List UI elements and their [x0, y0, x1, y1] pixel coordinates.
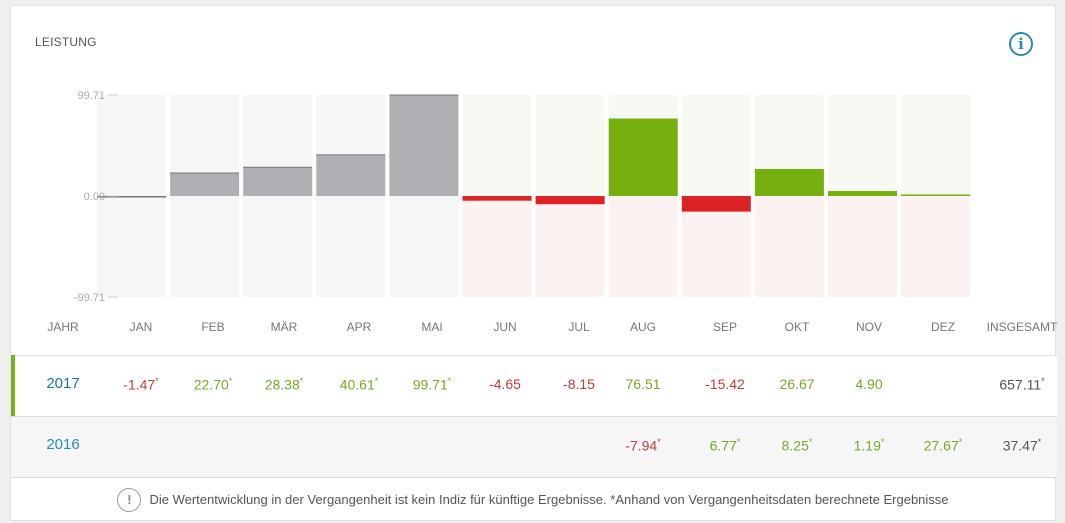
bar-JUL [535, 196, 605, 205]
column-bg-lower [316, 196, 386, 297]
column-bg-lower [901, 196, 971, 297]
month-value: 1.19* [853, 437, 885, 454]
month-value: -1.47* [123, 376, 159, 393]
bar-SEP [681, 196, 751, 212]
column-header: MÄR [270, 320, 298, 334]
column-header: OKT [784, 320, 810, 334]
bar-APR [316, 154, 386, 196]
bar-OKT [754, 168, 824, 196]
year-link[interactable]: 2017 [46, 375, 80, 392]
column-bg-upper [97, 95, 166, 196]
bar-FEB [170, 173, 240, 196]
month-value: -8.15 [563, 376, 595, 392]
column-bg-lower [462, 196, 532, 297]
column-header: MAI [421, 320, 443, 334]
column-bg-upper [462, 95, 532, 196]
month-value: 27.67* [923, 437, 963, 454]
disclaimer-text: Die Wertentwicklung in der Vergangenheit… [149, 492, 949, 507]
column-bg-upper [535, 95, 605, 196]
bar-DEZ [901, 194, 971, 196]
column-bg-upper [828, 95, 897, 196]
performance-card: 99.71 0.00 -99.71 LEISTUNG i JAHR JAN FEB MÄR… [10, 5, 1058, 521]
warning-icon: ! [117, 487, 142, 512]
column-bg-upper [681, 95, 751, 196]
bar-MÄR [243, 167, 313, 196]
bar-NOV [828, 191, 897, 196]
month-value: 76.51 [625, 376, 661, 392]
bar-AUG [608, 118, 678, 196]
total-value: 37.47* [1002, 437, 1042, 454]
column-bg-lower [754, 196, 824, 297]
column-bg-lower [170, 196, 240, 297]
month-value: 40.61* [339, 376, 379, 393]
column-header: INSGESAMT [986, 320, 1058, 334]
column-header: DEZ [931, 320, 955, 334]
bar-JUN [462, 196, 532, 201]
column-header: NOV [855, 320, 883, 334]
y-tick-label: 99.71 [77, 90, 105, 102]
month-value: 6.77* [709, 437, 741, 454]
month-value: 26.67 [779, 376, 815, 392]
selected-row-indicator [11, 355, 15, 416]
column-header: JAN [129, 320, 153, 334]
disclaimer: ! Die Wertentwicklung in der Vergangenhe… [11, 477, 1055, 521]
month-value: 28.38* [264, 376, 304, 393]
info-icon[interactable]: i [1009, 32, 1033, 56]
card-title: LEISTUNG [35, 35, 97, 49]
column-bg-lower [243, 196, 313, 297]
column-header: JAHR [47, 320, 79, 334]
column-header: APR [346, 320, 372, 334]
column-bg-lower [828, 196, 897, 297]
column-header: SEP [712, 320, 738, 334]
y-tick-label: 0.00 [84, 191, 105, 203]
table-row-2017 [11, 355, 1057, 416]
column-header: JUN [493, 320, 517, 334]
month-value: -15.42 [705, 376, 745, 392]
month-value: -7.94* [625, 437, 661, 454]
column-bg-lower [389, 196, 459, 297]
month-value: 99.71* [412, 376, 452, 393]
month-value: 22.70* [193, 376, 233, 393]
bar-MAI [389, 95, 459, 196]
total-value: 657.11* [999, 376, 1045, 393]
column-header: FEB [201, 320, 225, 334]
column-bg-upper [901, 95, 971, 196]
column-header: JUL [568, 320, 590, 334]
bar-JAN [97, 196, 166, 198]
table-row-2016 [11, 416, 1057, 477]
y-tick-label: -99.71 [74, 292, 105, 304]
column-bg-lower [681, 196, 751, 297]
column-bg-lower [97, 196, 166, 297]
month-value: 4.90 [855, 376, 883, 392]
performance-chart: 99.71 0.00 -99.71 [74, 90, 971, 304]
column-bg-lower [535, 196, 605, 297]
month-value: -4.65 [489, 376, 521, 392]
month-value: 8.25* [781, 437, 813, 454]
year-link[interactable]: 2016 [46, 436, 80, 453]
column-header: AUG [629, 320, 657, 334]
column-bg-lower [608, 196, 678, 297]
